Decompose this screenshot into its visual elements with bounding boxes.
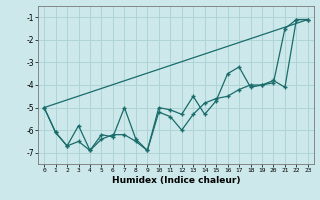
X-axis label: Humidex (Indice chaleur): Humidex (Indice chaleur) — [112, 176, 240, 185]
